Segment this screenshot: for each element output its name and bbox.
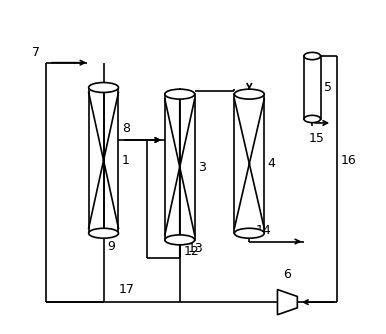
Text: 12: 12 xyxy=(184,245,200,258)
FancyBboxPatch shape xyxy=(89,88,119,233)
Text: 16: 16 xyxy=(340,154,356,167)
Ellipse shape xyxy=(304,52,320,60)
Ellipse shape xyxy=(165,235,195,245)
FancyBboxPatch shape xyxy=(165,94,195,240)
Ellipse shape xyxy=(165,89,195,99)
Polygon shape xyxy=(278,290,297,315)
Text: 5: 5 xyxy=(324,81,332,94)
FancyBboxPatch shape xyxy=(304,56,320,119)
Text: 1: 1 xyxy=(122,154,130,167)
Ellipse shape xyxy=(89,82,119,93)
Ellipse shape xyxy=(234,89,264,99)
Text: 6: 6 xyxy=(283,268,291,281)
Text: 15: 15 xyxy=(309,132,325,145)
Text: 4: 4 xyxy=(267,157,275,170)
Text: 8: 8 xyxy=(122,122,130,135)
Text: 3: 3 xyxy=(198,161,206,173)
Ellipse shape xyxy=(89,228,119,238)
Text: 14: 14 xyxy=(256,223,272,236)
Text: 9: 9 xyxy=(107,240,115,253)
FancyBboxPatch shape xyxy=(234,94,264,233)
Ellipse shape xyxy=(234,228,264,238)
Text: 17: 17 xyxy=(119,283,135,296)
Text: 7: 7 xyxy=(32,46,41,59)
Text: 13: 13 xyxy=(188,242,204,255)
Ellipse shape xyxy=(304,115,320,123)
